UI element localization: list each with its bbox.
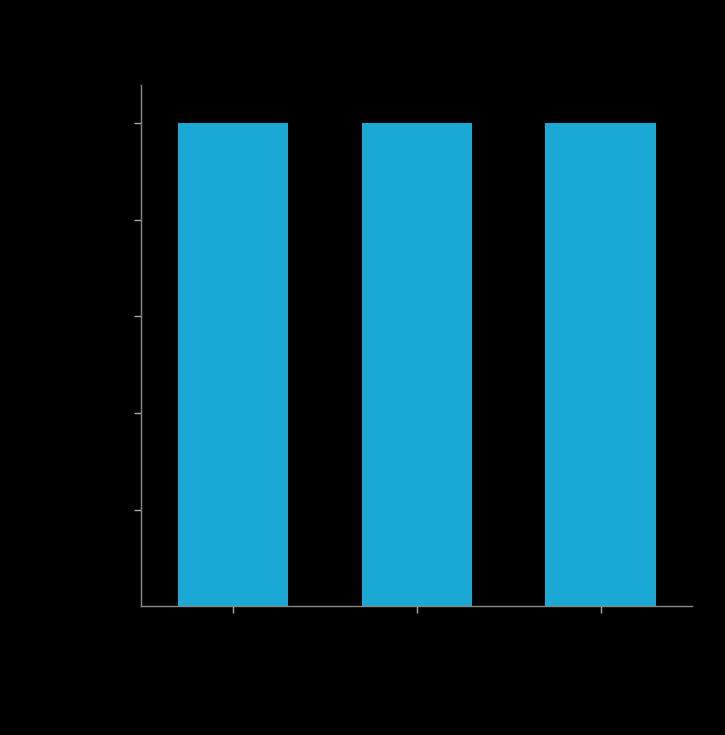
Bar xyxy=(178,123,289,606)
Bar xyxy=(545,123,655,606)
Bar xyxy=(362,123,472,606)
